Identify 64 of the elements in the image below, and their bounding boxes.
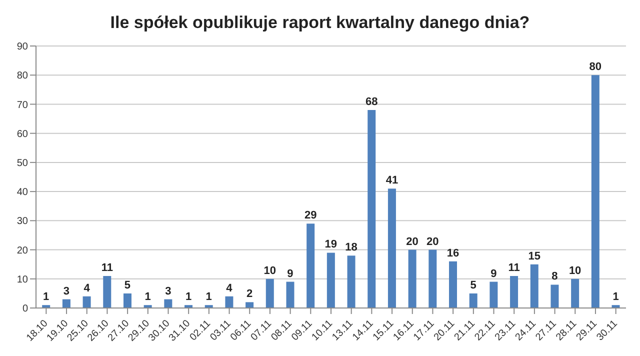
data-label: 9 [287, 268, 294, 280]
y-tick-label: 40 [16, 187, 28, 198]
bar [246, 302, 254, 308]
data-label: 20 [406, 236, 418, 248]
data-label: 2 [246, 288, 253, 300]
data-label: 1 [185, 291, 192, 304]
bar [571, 278, 580, 308]
bar [550, 284, 559, 308]
data-label: 1 [144, 291, 151, 304]
y-tick-label: 20 [16, 245, 28, 256]
chart-title: Ile spółek opublikuje raport kwartalny danego dnia? [109, 12, 531, 34]
bar [286, 282, 294, 308]
y-tick-label: 80 [16, 70, 28, 82]
bar [591, 75, 600, 308]
data-label: 4 [226, 282, 234, 294]
data-label: 41 [386, 174, 398, 187]
y-tick-label: 10 [16, 274, 28, 286]
data-label: 1 [612, 291, 619, 304]
bar [490, 282, 498, 308]
data-label: 10 [568, 264, 582, 277]
y-tick-label: 60 [16, 128, 28, 140]
bar [164, 299, 172, 308]
data-label: 4 [84, 282, 91, 294]
data-label: 11 [508, 262, 520, 274]
bar [82, 296, 91, 308]
bar [368, 110, 376, 308]
data-label: 3 [63, 285, 70, 298]
y-tick-label: 70 [16, 100, 28, 111]
y-tick-label: 0 [22, 304, 28, 315]
bar [306, 224, 315, 308]
data-label: 5 [470, 279, 476, 292]
y-tick-label: 50 [16, 158, 28, 169]
bar [225, 296, 234, 308]
bar [428, 250, 437, 308]
bar [123, 293, 132, 308]
bar [103, 276, 112, 308]
bar [408, 250, 416, 308]
data-label: 10 [264, 264, 276, 277]
data-label: 68 [365, 96, 378, 108]
bar [469, 293, 478, 308]
bar [449, 261, 457, 308]
bar [388, 188, 396, 308]
data-label: 9 [490, 268, 497, 280]
data-label: 1 [43, 291, 50, 304]
data-label: 16 [446, 247, 460, 260]
data-label: 5 [124, 279, 131, 292]
bar [326, 252, 335, 308]
data-label: 3 [165, 285, 172, 298]
bar [62, 299, 70, 308]
data-label: 18 [345, 242, 358, 254]
data-label: 80 [589, 61, 602, 74]
data-label: 19 [324, 238, 338, 251]
bar [266, 278, 274, 308]
data-label: 29 [304, 210, 317, 222]
bar [510, 276, 518, 308]
data-label: 11 [101, 262, 113, 274]
data-label: 8 [552, 270, 558, 283]
data-label: 20 [426, 236, 439, 248]
bar [347, 256, 356, 308]
y-tick-label: 30 [16, 216, 28, 228]
y-tick-label: 90 [16, 42, 28, 53]
data-label: 1 [206, 291, 212, 304]
data-label: 15 [528, 250, 541, 262]
bar [530, 264, 538, 308]
